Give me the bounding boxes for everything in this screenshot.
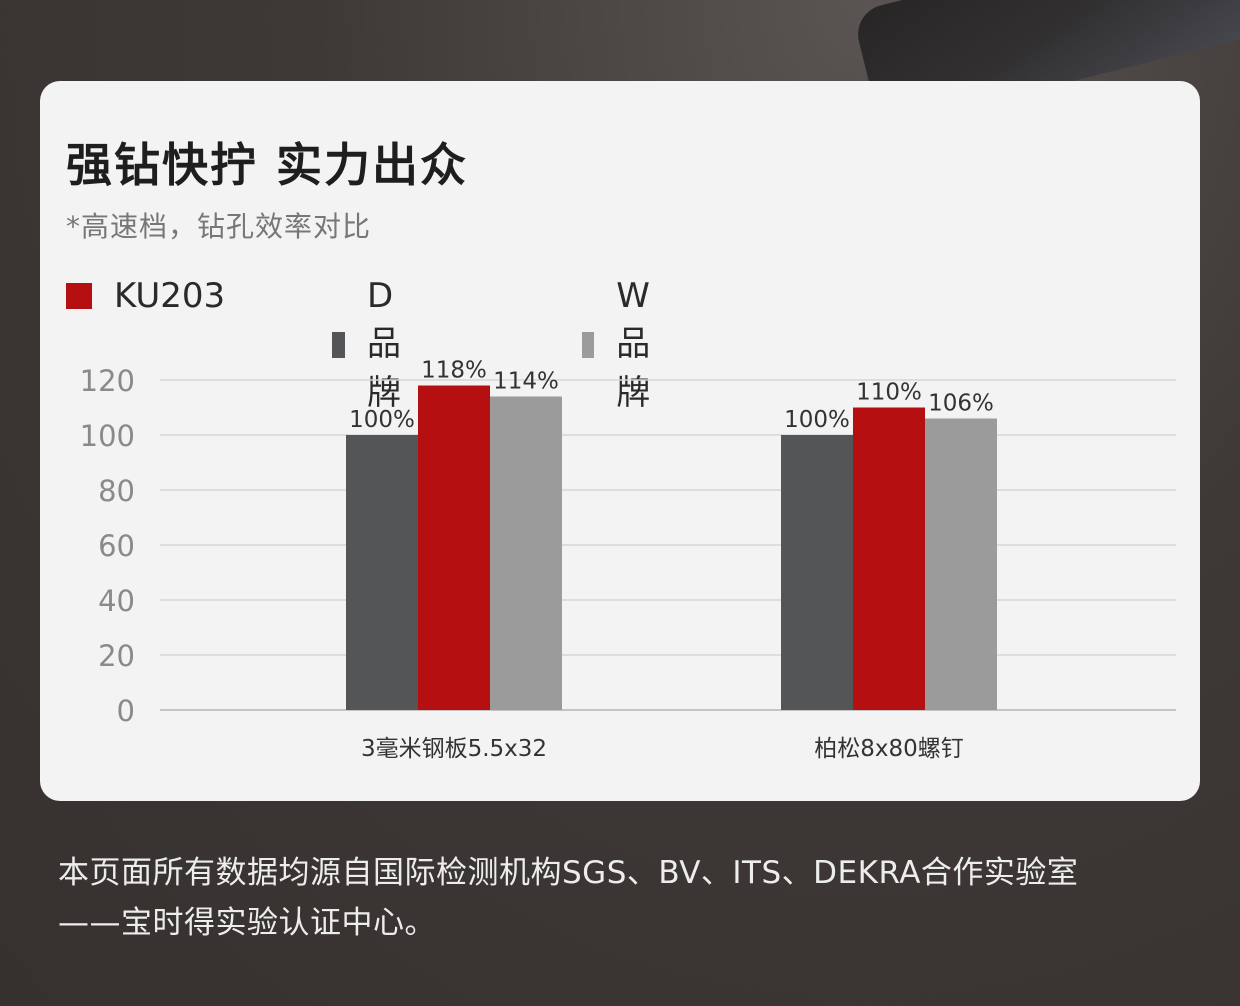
y-tick-label: 100: [80, 419, 135, 453]
x-category-label: 柏松8x80螺钉: [814, 736, 964, 762]
legend-swatch: [66, 283, 92, 309]
bar-data-label: 110%: [856, 380, 922, 406]
y-tick-label: 40: [98, 584, 135, 618]
chart-card: 强钻快拧 实力出众 *高速档，钻孔效率对比 KU203 D品牌 W品牌 0 20 4…: [40, 81, 1200, 801]
bar: [853, 407, 925, 710]
legend-swatch: [582, 332, 595, 358]
y-tick-label: 0: [117, 694, 135, 728]
y-tick-label: 20: [98, 639, 135, 673]
bar-data-label: 106%: [928, 391, 994, 417]
bar-data-label: 114%: [493, 369, 559, 395]
bar: [418, 385, 490, 710]
bar: [490, 396, 562, 710]
legend-item-ku203: KU203: [66, 276, 225, 316]
legend-label: KU203: [114, 276, 226, 316]
footer-line: 本页面所有数据均源自国际检测机构SGS、BV、ITS、DEKRA合作实验室: [58, 855, 1079, 891]
bar-data-label: 100%: [784, 407, 850, 433]
bar: [346, 435, 418, 710]
bar-data-label: 100%: [349, 407, 415, 433]
legend-swatch: [332, 332, 345, 358]
footer-note: 本页面所有数据均源自国际检测机构SGS、BV、ITS、DEKRA合作实验室 ——…: [58, 848, 1198, 948]
x-category-label: 3毫米钢板5.5x32: [361, 736, 547, 762]
y-tick-label: 80: [98, 474, 135, 508]
bar: [925, 418, 997, 710]
bar-data-label: 118%: [421, 358, 487, 384]
footer-line: ——宝时得实验认证中心。: [58, 905, 436, 941]
chart-subtitle: *高速档，钻孔效率对比: [66, 210, 372, 243]
y-tick-label: 60: [98, 529, 135, 563]
y-tick-label: 120: [80, 364, 135, 398]
bar: [781, 435, 853, 710]
page-title: 强钻快拧 实力出众: [66, 138, 469, 192]
